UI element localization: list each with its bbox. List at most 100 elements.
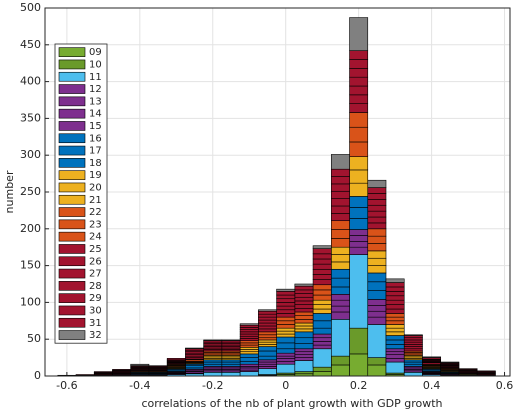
y-tick-label: 300 [20,148,41,161]
legend-swatch [58,317,86,328]
bar-segment [330,213,350,222]
bar-segment [294,319,314,324]
bar-segment [112,369,132,371]
bar-segment [349,241,369,248]
bar-segment [312,279,332,286]
bar-segment [294,285,314,291]
bar-segment [276,294,296,300]
legend-label: 28 [89,281,102,292]
bar-segment [312,304,332,310]
bar-segment [294,325,314,330]
bar-segment [312,308,332,314]
bar-segment [367,243,387,252]
legend-label: 31 [89,318,102,329]
bar-segment [385,331,405,336]
legend-label: 24 [89,232,102,243]
bar-segment [258,316,277,321]
bar-segment [385,344,405,350]
bar-segment [294,357,314,361]
bar-segment [330,268,350,279]
bar-segment [276,330,296,335]
x-tick-label: 0.4 [423,379,441,392]
bar-segment [203,363,223,367]
bar-segment [385,291,405,297]
bar-segment [367,281,387,291]
bar-segment [239,360,259,365]
bar-segment [276,298,296,303]
bar-segment [294,328,314,333]
legend-label: 17 [89,146,102,157]
bar-segment [385,313,405,318]
bar-segment [312,274,332,280]
x-tick-label: -0.4 [129,379,150,392]
bar-segment [349,169,369,184]
bar-segment [385,295,405,301]
bar-segment [221,361,241,365]
bar-segment [330,305,350,313]
bar-segment [403,335,423,339]
bar-segment [276,327,296,332]
legend-swatch [58,231,86,242]
legend-swatch [58,219,86,230]
bar-segment [239,342,259,346]
bar-segment [367,364,387,377]
bar-segment [403,337,423,341]
bar-segment [294,322,314,327]
bar-segment [367,299,387,306]
legend-label: 16 [89,133,102,144]
bar-segment [312,366,332,372]
bar-segment [276,316,296,322]
bar-segment [258,328,277,333]
bar-segment [367,305,387,312]
bar-segment [330,364,350,377]
x-tick-label: 0.2 [350,379,368,392]
bar-segment [294,300,314,305]
legend-label: 18 [89,158,102,169]
legend-label: 27 [89,269,102,280]
bar-segment [312,263,332,270]
bar-segment [312,313,332,322]
bar-segment [312,253,332,260]
bar-segment [349,68,369,78]
bar-segment [349,94,369,104]
bar-segment [367,228,387,237]
bar-segment [330,154,350,170]
bar-segment [312,268,332,275]
bar-segment [349,50,369,60]
bar-segment [385,354,405,359]
bar-segment [276,358,296,362]
bar-segment [367,216,387,224]
bar-segment [258,319,277,324]
bar-segment [276,324,296,329]
bar-segment [239,340,259,344]
bar-segment [258,325,277,330]
bar-segment [239,371,259,377]
legend-swatch [58,194,86,205]
bar-segment [385,308,405,314]
bar-segment [258,346,277,352]
bar-segment [367,257,387,266]
bar-segment [312,337,332,342]
y-tick-label: 400 [20,75,41,88]
bar-segment [239,333,259,337]
bar-segment [458,368,478,370]
bar-segment [258,309,277,312]
bar-segment [239,363,259,367]
bar-segment [385,339,405,345]
bar-segment [294,307,314,313]
bar-segment [312,320,332,329]
bar-segment [258,341,277,345]
y-tick-label: 50 [27,332,41,345]
bar-segment [239,331,259,335]
bar-segment [276,309,296,314]
x-axis-label: correlations of the nb of plant growth w… [141,397,442,410]
bar-segment [312,299,332,305]
bar-segment [258,344,277,347]
legend-swatch [58,207,86,217]
y-tick-label: 150 [20,259,41,272]
legend-swatch [58,268,86,279]
bar-segment [349,353,369,377]
bar-segment [367,265,387,274]
plot-frame [44,7,511,377]
bar-segment [221,363,241,367]
